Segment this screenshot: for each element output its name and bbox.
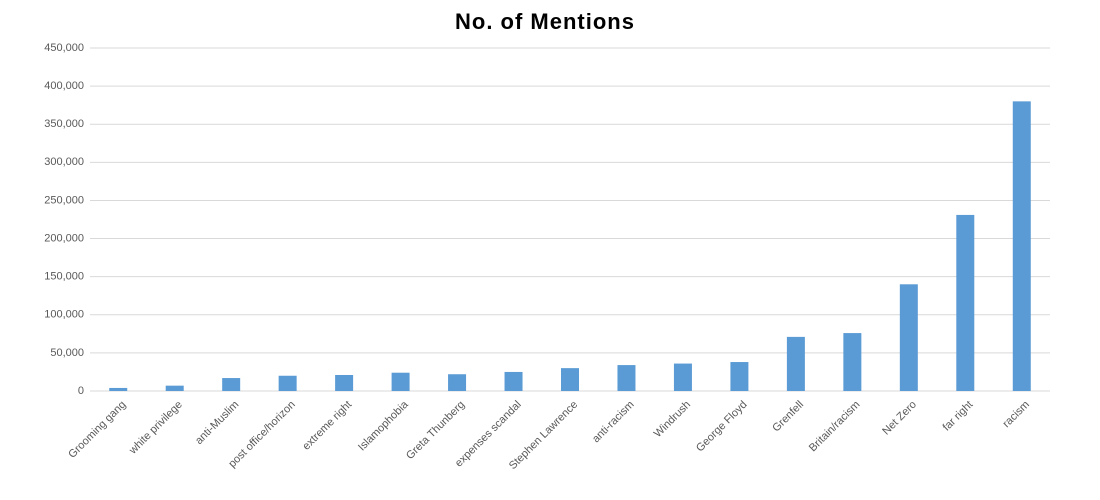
- y-tick-label: 400,000: [44, 80, 84, 92]
- x-tick-label: Grenfell: [770, 399, 806, 435]
- bar: [617, 365, 636, 391]
- y-tick-label: 0: [78, 385, 84, 397]
- x-tick-label: Greta Thunberg: [404, 399, 467, 462]
- x-tick-label: extreme right: [300, 399, 354, 453]
- bar: [278, 375, 297, 391]
- y-tick-label: 450,000: [44, 42, 84, 54]
- bar: [165, 385, 184, 391]
- x-tick-label: anti-racism: [590, 399, 637, 446]
- bar: [673, 363, 692, 391]
- x-tick-label: white privilege: [126, 399, 184, 457]
- bar: [786, 336, 805, 391]
- y-tick-label: 100,000: [44, 309, 84, 321]
- bar: [1012, 101, 1031, 391]
- x-tick-label: Windrush: [652, 399, 693, 440]
- bar: [899, 284, 918, 391]
- x-tick-label: Islamophobia: [356, 398, 411, 453]
- bar: [843, 333, 862, 391]
- x-tick-label: George Floyd: [694, 399, 750, 455]
- bar: [335, 374, 354, 391]
- y-tick-label: 300,000: [44, 156, 84, 168]
- y-tick-label: 200,000: [44, 232, 84, 244]
- x-tick-label: anti-Muslim: [193, 399, 241, 447]
- x-tick-label: racism: [1001, 399, 1032, 430]
- x-tick-label: Britain/racism: [807, 399, 863, 455]
- y-tick-label: 350,000: [44, 118, 84, 130]
- bar: [448, 374, 467, 391]
- chart-title: No. of Mentions: [455, 9, 635, 34]
- bar: [109, 387, 128, 391]
- x-tick-label: Grooming gang: [66, 399, 128, 461]
- bar: [504, 371, 523, 391]
- x-tick-label: Net Zero: [880, 399, 919, 438]
- bar: [222, 378, 241, 391]
- y-tick-label: 150,000: [44, 271, 84, 283]
- bar: [956, 214, 975, 391]
- y-tick-label: 50,000: [50, 347, 84, 359]
- bar: [730, 362, 749, 391]
- x-tick-label: far right: [941, 399, 976, 434]
- bar: [391, 372, 410, 391]
- y-tick-label: 250,000: [44, 194, 84, 206]
- bar: [561, 368, 579, 391]
